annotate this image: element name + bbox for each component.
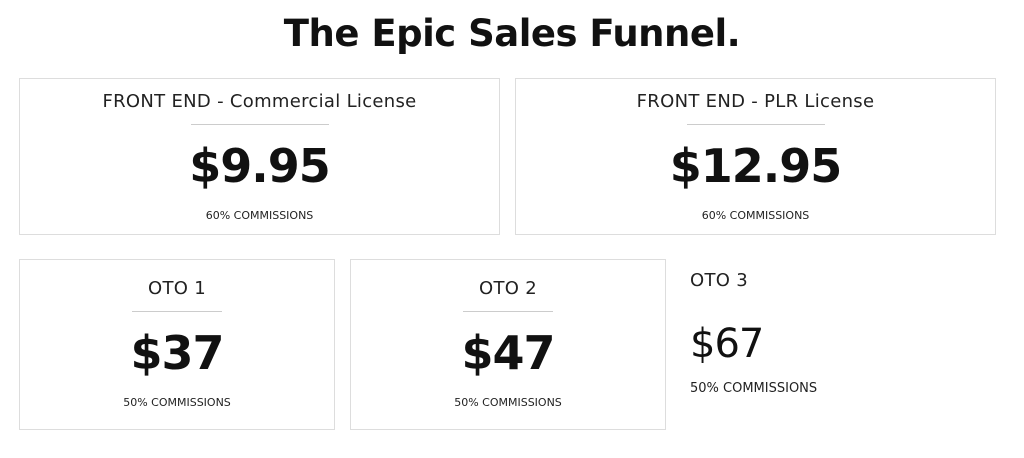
card-title: FRONT END - PLR License [636, 91, 875, 112]
card-title: FRONT END - Commercial License [102, 91, 417, 112]
card-title: OTO 3 [690, 270, 749, 291]
page-title: The Epic Sales Funnel. [283, 12, 741, 55]
card-title: OTO 1 [147, 278, 206, 299]
pricing-card: OTO 1 $37 50% COMMISSIONS [19, 259, 335, 430]
card-price: $9.95 [189, 139, 331, 193]
card-price: $67 [690, 321, 764, 367]
pricing-card: FRONT END - PLR License $12.95 60% COMMI… [515, 78, 996, 235]
pricing-card: OTO 2 $47 50% COMMISSIONS [350, 259, 666, 430]
pricing-card: FRONT END - Commercial License $9.95 60%… [19, 78, 500, 235]
card-commission: 60% COMMISSIONS [701, 209, 810, 222]
card-commission: 60% COMMISSIONS [205, 209, 314, 222]
card-price: $12.95 [669, 139, 843, 193]
card-commission: 50% COMMISSIONS [690, 381, 818, 396]
card-price: $37 [130, 326, 224, 380]
card-commission: 50% COMMISSIONS [123, 396, 231, 409]
card-commission: 50% COMMISSIONS [454, 396, 562, 409]
card-price: $47 [461, 326, 555, 380]
card-title: OTO 2 [478, 278, 537, 299]
pricing-card: OTO 3 $67 50% COMMISSIONS [690, 270, 990, 430]
